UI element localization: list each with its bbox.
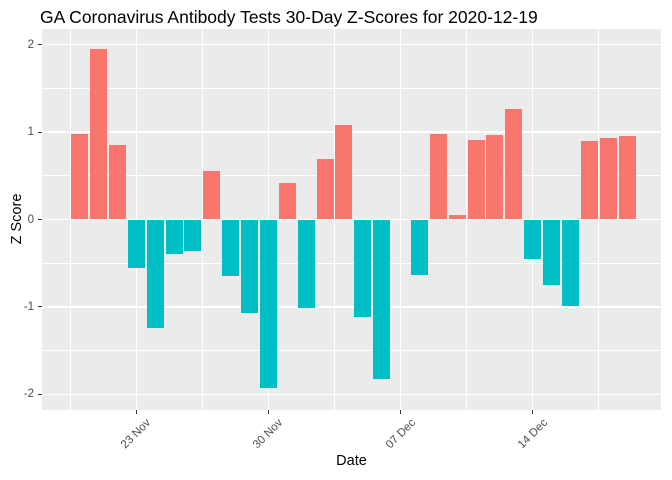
bar-2020-12-03 <box>316 159 334 220</box>
y-tick-label: 0 <box>27 213 34 226</box>
gridline-major-horizontal <box>42 306 661 308</box>
x-axis-title: Date <box>336 453 367 469</box>
gridline-minor-horizontal <box>42 262 661 264</box>
bar-2020-12-13 <box>505 108 523 220</box>
bar-2020-12-02 <box>297 219 315 308</box>
bar-2020-11-29 <box>241 219 259 313</box>
bar-2020-12-15 <box>543 219 561 286</box>
gridline-major-vertical <box>399 29 402 410</box>
chart-title: GA Coronavirus Antibody Tests 30-Day Z-S… <box>40 7 538 27</box>
bar-2020-11-22 <box>108 145 126 220</box>
bar-2020-11-20 <box>71 133 89 220</box>
y-tick-mark <box>38 393 42 395</box>
bar-2020-12-18 <box>599 138 617 220</box>
bar-2020-11-28 <box>222 219 240 277</box>
x-tick-mark <box>532 410 534 414</box>
gridline-major-horizontal <box>42 393 661 395</box>
x-tick-mark <box>267 410 269 414</box>
gridline-minor-horizontal <box>42 350 661 351</box>
bar-2020-12-19 <box>618 135 636 220</box>
bar-2020-12-12 <box>486 134 504 220</box>
bar-2020-11-30 <box>259 219 277 389</box>
bar-2020-11-25 <box>165 219 183 254</box>
gridline-major-horizontal <box>42 44 661 46</box>
bar-2020-12-01 <box>278 182 296 220</box>
y-tick-mark <box>38 219 42 220</box>
bar-2020-12-06 <box>373 219 391 379</box>
bar-2020-11-21 <box>90 49 108 220</box>
x-tick-mark <box>135 410 137 414</box>
y-tick-mark <box>38 131 42 133</box>
bar-2020-11-27 <box>203 171 221 220</box>
bar-2020-12-08 <box>410 219 428 275</box>
gridline-minor-horizontal <box>42 88 661 89</box>
bar-2020-11-26 <box>184 219 202 251</box>
bar-2020-11-24 <box>146 219 164 328</box>
y-tick-mark <box>38 44 42 46</box>
x-tick-mark <box>400 410 402 414</box>
bar-2020-12-09 <box>429 133 447 220</box>
x-tick-label: 30 Nov <box>251 416 286 452</box>
bar-2020-12-14 <box>524 219 542 259</box>
bar-2020-12-17 <box>580 140 598 220</box>
bar-2020-12-11 <box>467 139 485 220</box>
y-tick-mark <box>38 306 42 308</box>
bar-2020-12-05 <box>354 219 372 318</box>
y-tick-label: 1 <box>27 126 34 139</box>
x-tick-label: 14 Dec <box>515 416 550 452</box>
y-tick-label: -1 <box>23 300 34 313</box>
bar-2020-12-04 <box>335 125 353 220</box>
bar-2020-12-10 <box>448 215 466 220</box>
plot-panel <box>42 29 661 410</box>
y-tick-label: -2 <box>23 388 34 401</box>
gridline-major-horizontal <box>42 218 661 221</box>
x-tick-label: 07 Dec <box>383 416 418 452</box>
x-tick-label: 23 Nov <box>119 416 154 452</box>
bar-2020-12-16 <box>561 219 579 306</box>
bar-2020-11-23 <box>127 219 145 268</box>
y-tick-label: 2 <box>27 38 34 51</box>
